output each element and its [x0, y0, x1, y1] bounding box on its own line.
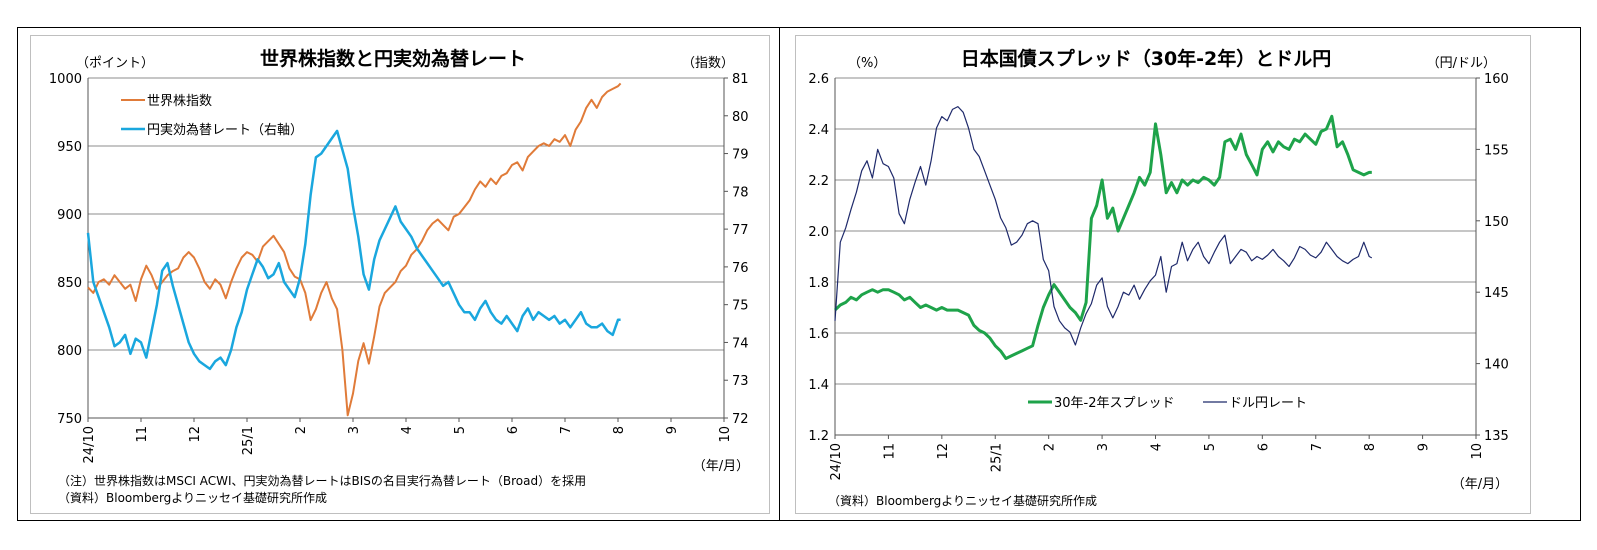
chart-right-right-tick-label: 150 — [1484, 215, 1509, 230]
chart-left-right-unit: （指数） — [682, 56, 734, 71]
chart-right-series-line-1 — [833, 114, 1372, 360]
chart-right-x-tick-label: 9 — [1417, 443, 1432, 451]
chart-left-x-tick-label: 7 — [559, 426, 574, 434]
chart-left-x-tick-label: 9 — [665, 426, 680, 434]
chart-left-series-line-2 — [86, 129, 621, 371]
chart-left-x-tick-label: 11 — [135, 426, 150, 443]
chart-right-left-tick-label: 1.6 — [808, 327, 829, 342]
chart-left-left-tick-label: 950 — [57, 140, 82, 155]
chart-left-right-tick-label: 76 — [732, 261, 749, 276]
chart-right-left-tick-label: 2.0 — [808, 225, 829, 240]
chart-right-left-tick-label: 2.6 — [808, 72, 829, 87]
chart-right-x-tick-label: 10 — [1470, 443, 1485, 460]
chart-left-x-tick-label: 25/1 — [241, 426, 256, 455]
chart-left-x-tick-label: 4 — [400, 426, 415, 434]
chart-right-x-tick-label: 5 — [1203, 443, 1218, 451]
chart-left-left-tick-label: 1000 — [49, 72, 82, 87]
chart-left-right-tick-label: 72 — [732, 412, 749, 427]
chart-right-x-tick-label: 7 — [1310, 443, 1325, 451]
chart-right-x-tick-label: 3 — [1096, 443, 1111, 451]
chart-left-x-tick-label: 5 — [453, 426, 468, 434]
chart-right-left-tick-label: 1.8 — [808, 276, 829, 291]
chart-left-x-tick-label: 8 — [612, 426, 627, 434]
chart-left: 世界株指数と円実効為替レート （ポイント） （指数） （年/月） 750 800 8… — [49, 47, 749, 474]
chart-right-right-tick-label: 145 — [1484, 286, 1509, 301]
chart-left-right-tick-label: 80 — [732, 110, 749, 125]
chart-right: 日本国債スプレッド（30年-2年）とドル円 （%） （円/ドル） （年/月） 1… — [808, 47, 1509, 492]
chart-right-right-tick-label: 140 — [1484, 358, 1509, 373]
chart-right-x-tick-label: 25/1 — [989, 443, 1004, 472]
chart-left-title: 世界株指数と円実効為替レート — [260, 47, 526, 70]
chart-left-right-tick-label: 73 — [732, 374, 749, 389]
chart-right-x-tick-label: 8 — [1363, 443, 1378, 451]
chart-left-x-unit: （年/月） — [693, 459, 749, 474]
chart-left-x-tick-label: 3 — [347, 426, 362, 434]
chart-right-right-unit: （円/ドル） — [1427, 56, 1496, 71]
chart-right-left-unit: （%） — [848, 56, 886, 71]
chart-left-x-tick-label: 12 — [188, 426, 203, 443]
chart-left-right-tick-label: 74 — [732, 336, 749, 351]
chart-left-right-tick-label: 77 — [732, 223, 749, 238]
chart-right-series-line-2 — [834, 105, 1373, 346]
chart-right-note-1: （資料）Bloombergよりニッセイ基礎研究所作成 — [828, 494, 1098, 508]
chart-right-x-tick-label: 11 — [882, 443, 897, 460]
chart-right-x-tick-label: 4 — [1150, 443, 1165, 451]
chart-left-legend-label-1: 世界株指数 — [147, 94, 212, 109]
chart-right-box: 日本国債スプレッド（30年-2年）とドル円 （%） （円/ドル） （年/月） 1… — [795, 35, 1531, 514]
chart-right-legend-label-1: 30年-2年スプレッド — [1054, 396, 1175, 411]
chart-left-note-2: （資料）Bloombergよりニッセイ基礎研究所作成 — [58, 491, 328, 505]
chart-left-x-tick-label: 10 — [718, 426, 733, 443]
chart-left-note-1: （注）世界株指数はMSCI ACWI、円実効為替レートはBISの名目実行為替レー… — [58, 474, 587, 488]
chart-left-right-tick-label: 81 — [732, 72, 749, 87]
chart-left-x-tick-label: 6 — [506, 426, 521, 434]
chart-right-x-tick-label: 2 — [1043, 443, 1058, 451]
chart-right-x-tick-label: 12 — [936, 443, 951, 460]
chart-right-left-tick-label: 2.4 — [808, 123, 829, 138]
chart-left-left-tick-label: 800 — [57, 344, 82, 359]
chart-left-left-tick-label: 850 — [57, 276, 82, 291]
chart-right-title: 日本国債スプレッド（30年-2年）とドル円 — [961, 47, 1332, 70]
chart-left-series-line-1 — [87, 82, 622, 417]
chart-left-left-tick-label: 750 — [57, 412, 82, 427]
chart-left-right-tick-label: 79 — [732, 148, 749, 163]
chart-right-left-tick-label: 2.2 — [808, 174, 829, 189]
chart-left-x-tick-label: 24/10 — [82, 426, 97, 463]
chart-right-left-tick-label: 1.2 — [808, 429, 829, 444]
chart-right-x-tick-label: 6 — [1256, 443, 1271, 451]
chart-left-right-tick-label: 75 — [732, 299, 749, 314]
chart-right-left-tick-label: 1.4 — [808, 378, 829, 393]
chart-right-x-unit: （年/月） — [1452, 477, 1508, 492]
chart-right-x-tick-label: 24/10 — [829, 443, 844, 480]
chart-left-box: 世界株指数と円実効為替レート （ポイント） （指数） （年/月） 750 800 8… — [30, 35, 770, 514]
panel-divider — [779, 27, 780, 521]
chart-left-right-tick-label: 78 — [732, 185, 749, 200]
chart-left-left-unit: （ポイント） — [76, 56, 154, 71]
chart-right-right-tick-label: 160 — [1484, 72, 1509, 87]
chart-left-left-tick-label: 900 — [57, 208, 82, 223]
chart-right-legend-label-2: ドル円レート — [1229, 396, 1307, 411]
chart-right-right-tick-label: 155 — [1484, 143, 1509, 158]
chart-left-x-tick-label: 2 — [294, 426, 309, 434]
chart-right-right-tick-label: 135 — [1484, 429, 1509, 444]
chart-left-legend-label-2: 円実効為替レート（右軸） — [147, 122, 303, 138]
